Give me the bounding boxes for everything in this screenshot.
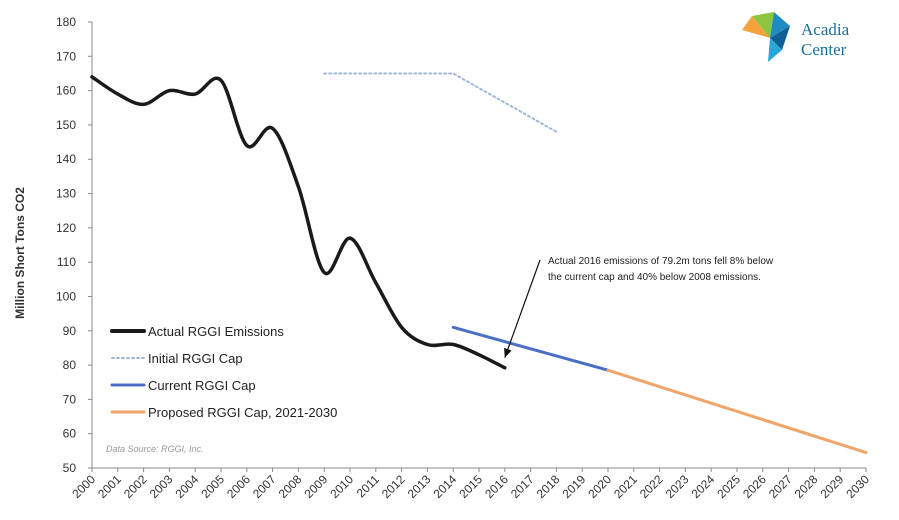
- logo-line1: Acadia: [801, 20, 850, 39]
- x-tick-label: 2007: [250, 472, 279, 501]
- x-tick-label: 2024: [689, 472, 718, 501]
- y-axis: 50 60 70 80 90 100 110 120 130 140 150 160 170 180: [56, 15, 93, 475]
- x-tick-label: 2009: [302, 472, 331, 501]
- y-tick-label: 60: [63, 427, 77, 441]
- y-tick-label: 120: [56, 221, 76, 235]
- acadia-center-logo: Acadia Center: [742, 12, 850, 62]
- x-tick-label: 2019: [560, 472, 589, 501]
- x-tick-label: 2018: [534, 472, 563, 501]
- legend-label-current-cap: Current RGGI Cap: [148, 378, 256, 393]
- x-tick-label: 2026: [740, 472, 769, 501]
- y-tick-label: 100: [56, 289, 76, 303]
- series-lines: [90, 72, 868, 455]
- x-tick-label: 2004: [173, 472, 202, 501]
- y-tick-label: 80: [63, 358, 77, 372]
- y-tick-label: 50: [63, 461, 77, 475]
- x-tick-label: 2028: [792, 472, 821, 501]
- legend-label-actual-emissions: Actual RGGI Emissions: [148, 324, 284, 339]
- annotation-text-line: Actual 2016 emissions of 79.2m tons fell…: [548, 256, 774, 267]
- x-tick-label: 2022: [637, 472, 666, 501]
- legend: Actual RGGI Emissions Initial RGGI Cap Cur…: [110, 324, 337, 420]
- annotation-text-line: the current cap and 40% below 2008 emiss…: [548, 272, 761, 283]
- x-tick-label: 2016: [482, 472, 511, 501]
- y-axis-label: Million Short Tons CO2: [13, 187, 27, 319]
- series-line-initial-cap: [323, 72, 558, 133]
- x-tick-label: 2012: [379, 472, 408, 501]
- y-tick-label: 170: [56, 49, 76, 63]
- y-tick-label: 150: [56, 118, 76, 132]
- series-line-proposed-cap: [606, 368, 868, 455]
- series-line-actual-emissions: [90, 75, 507, 370]
- annotation-arrow-line: [504, 259, 541, 358]
- series-line-current-cap: [451, 325, 610, 372]
- annotation-arrowhead: [504, 347, 512, 358]
- logo-mark-icon: [742, 12, 790, 62]
- y-tick-label: 70: [63, 392, 77, 406]
- x-tick-label: 2010: [327, 472, 356, 501]
- x-tick-label: 2000: [69, 472, 98, 501]
- y-tick-label: 160: [56, 84, 76, 98]
- x-tick-label: 2005: [198, 472, 227, 501]
- y-tick-label: 90: [63, 324, 77, 338]
- x-tick-label: 2023: [663, 472, 692, 501]
- x-tick-label: 2006: [224, 472, 253, 501]
- x-tick-label: 2027: [766, 472, 795, 501]
- x-tick-label: 2021: [611, 472, 640, 501]
- x-tick-label: 2003: [147, 472, 176, 501]
- annotation: Actual 2016 emissions of 79.2m tons fell…: [504, 256, 774, 358]
- legend-label-proposed-cap: Proposed RGGI Cap, 2021-2030: [148, 405, 337, 420]
- x-tick-label: 2001: [95, 472, 124, 501]
- x-axis: 2000200120022003200420052006200720082009…: [69, 467, 872, 501]
- x-tick-label: 2002: [121, 472, 150, 501]
- y-tick-label: 110: [57, 255, 76, 269]
- x-tick-label: 2020: [585, 472, 614, 501]
- x-tick-label: 2014: [431, 472, 460, 501]
- x-tick-label: 2017: [508, 472, 537, 501]
- logo-line2: Center: [801, 40, 847, 59]
- x-tick-label: 2025: [714, 472, 743, 501]
- legend-label-initial-cap: Initial RGGI Cap: [148, 351, 243, 366]
- y-tick-label: 140: [56, 152, 76, 166]
- x-tick-label: 2013: [405, 472, 434, 501]
- x-tick-label: 2015: [456, 472, 485, 501]
- data-source-note: Data Source: RGGI, Inc.: [106, 444, 204, 454]
- x-tick-label: 2030: [843, 472, 872, 501]
- x-tick-label: 2029: [818, 472, 847, 501]
- y-tick-label: 130: [56, 187, 76, 201]
- y-tick-label: 180: [56, 15, 76, 29]
- x-tick-label: 2011: [354, 472, 382, 500]
- x-tick-label: 2008: [276, 472, 305, 501]
